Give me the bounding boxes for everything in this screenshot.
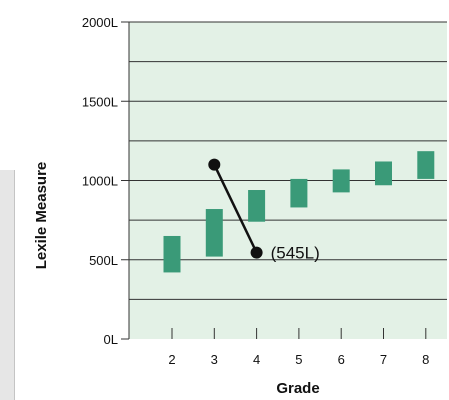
x-tick-label: 2 [168, 352, 175, 367]
range-bar [205, 209, 223, 257]
x-axis-ticks: 2 3 4 5 6 7 8 [168, 328, 429, 367]
x-tick-label: 8 [422, 352, 429, 367]
y-tick-label: 0L [104, 332, 118, 347]
x-axis-title: Grade [276, 380, 319, 397]
left-edge-panel [0, 170, 15, 400]
trend-start-point [208, 158, 221, 171]
range-bar [248, 190, 266, 222]
gridlines [129, 21, 447, 300]
y-tick-label: 1500L [82, 94, 118, 109]
y-tick-label: 500L [89, 253, 118, 268]
x-tick-label: 6 [338, 352, 345, 367]
y-axis-title: Lexile Measure [33, 162, 50, 270]
trend-end-point [250, 246, 263, 259]
trend-line [208, 158, 263, 259]
y-axis-ticks: 0L 500L 1000L 1500L 2000L [82, 15, 130, 347]
x-tick-label: 3 [211, 352, 218, 367]
range-bar [290, 178, 308, 208]
range-bars [163, 151, 435, 273]
x-tick-label: 7 [380, 352, 387, 367]
y-tick-label: 1000L [82, 174, 118, 189]
x-tick-label: 5 [295, 352, 302, 367]
y-tick-label: 2000L [82, 15, 118, 30]
trend-segment [213, 164, 258, 254]
range-bar [417, 151, 435, 179]
range-bar [163, 235, 181, 273]
range-bar [332, 169, 350, 193]
range-bar [375, 161, 392, 186]
annotation-label: (545L) [271, 244, 320, 263]
x-tick-label: 4 [253, 352, 260, 367]
